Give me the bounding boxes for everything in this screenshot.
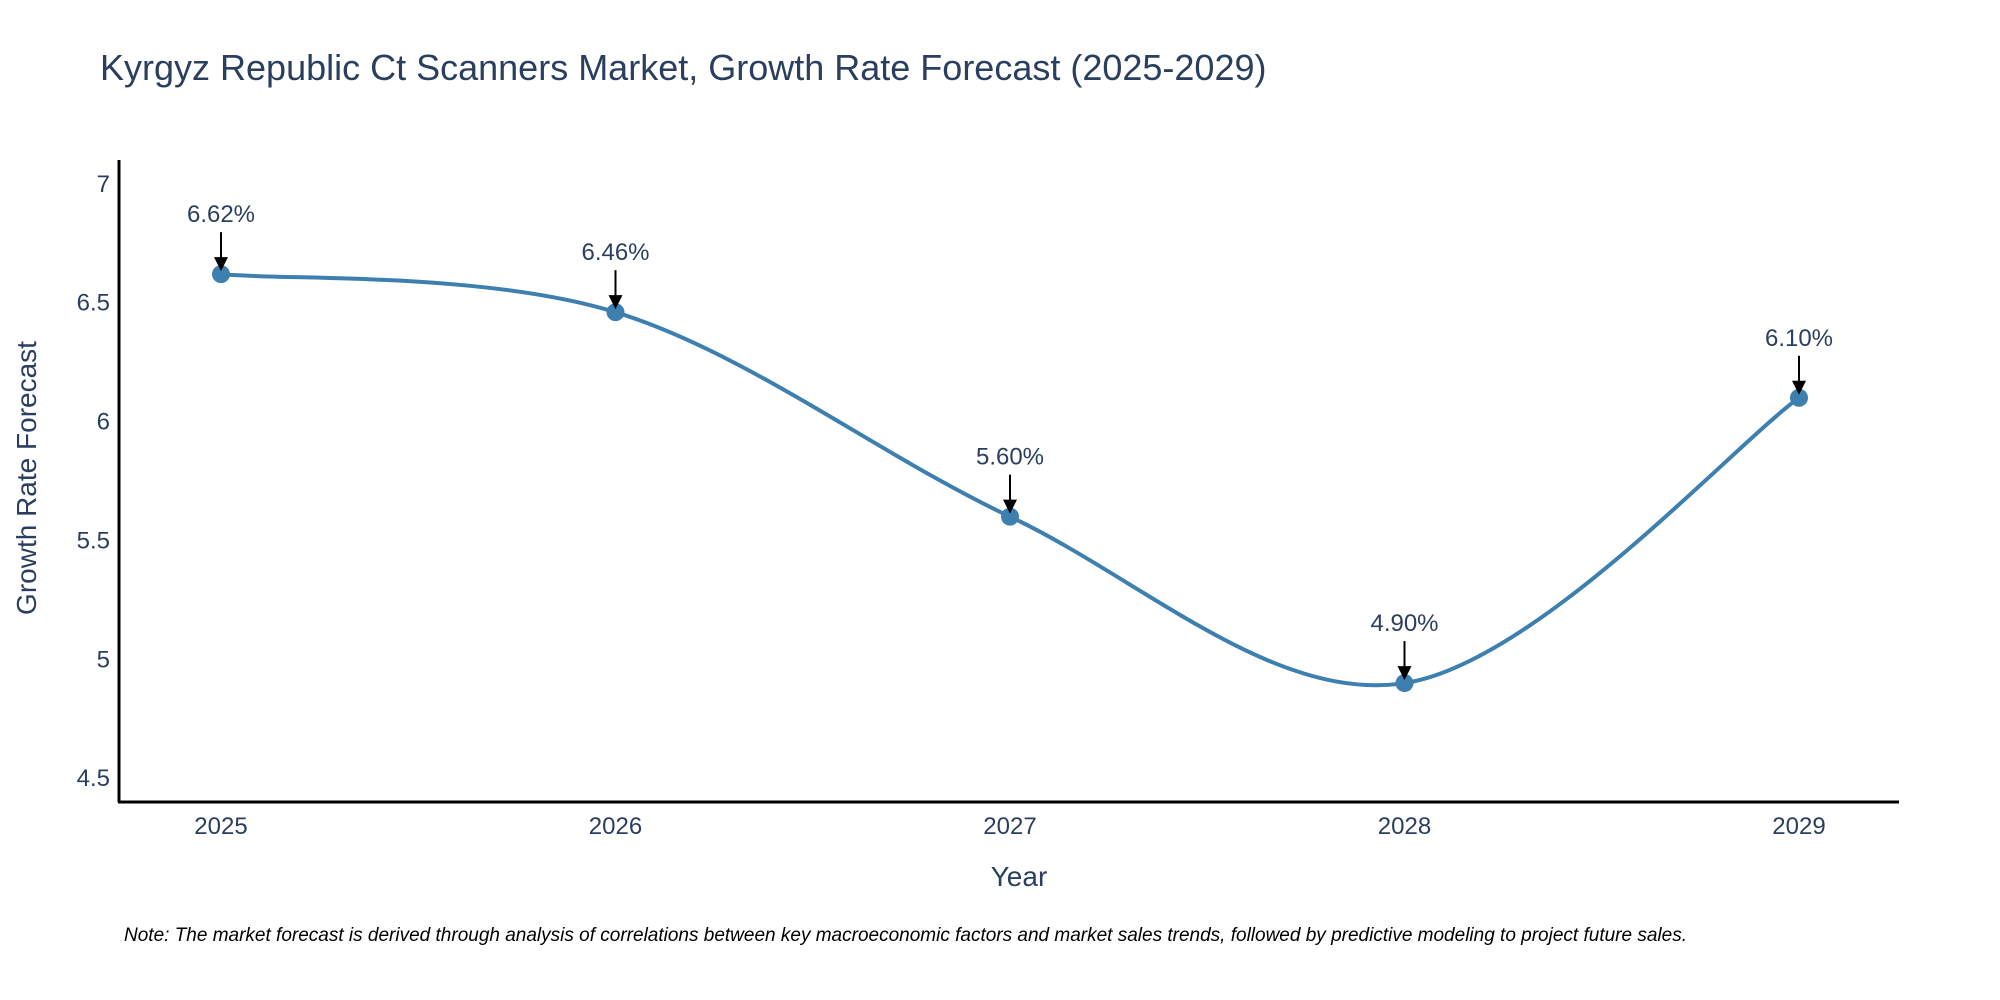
- y-tick-label: 7: [97, 171, 110, 198]
- x-axis-ticks: 2025 2026 2027 2028 2029: [194, 813, 1825, 840]
- data-point-marker: [1001, 507, 1019, 526]
- x-tick-label: 2029: [1772, 813, 1825, 840]
- y-axis-ticks: 4.5 5 5.5 6 6.5 7: [77, 171, 110, 792]
- x-tick-label: 2026: [589, 813, 642, 840]
- y-tick-label: 5.5: [77, 527, 110, 554]
- annotation-arrow-head: [214, 257, 228, 272]
- data-label: 6.62%: [187, 201, 255, 228]
- data-label: 4.90%: [1370, 610, 1438, 637]
- annotation-arrow-head: [1397, 666, 1412, 681]
- data-point-marker: [1395, 674, 1414, 693]
- data-label: 6.10%: [1765, 325, 1833, 352]
- annotation-arrow-head: [608, 295, 623, 310]
- y-tick-label: 6.5: [77, 290, 110, 317]
- chart-title: Kyrgyz Republic Ct Scanners Market, Grow…: [100, 47, 1266, 88]
- data-point-marker: [212, 265, 230, 284]
- x-tick-label: 2027: [983, 813, 1036, 840]
- y-tick-label: 5: [97, 646, 110, 673]
- data-label: 5.60%: [976, 444, 1044, 471]
- data-marks: 6.62% 6.46% 5.60% 4.90% 6.10%: [187, 201, 1833, 693]
- annotation-arrow-head: [1003, 499, 1017, 514]
- annotation-arrow-head: [1792, 380, 1806, 395]
- x-tick-label: 2028: [1378, 813, 1431, 840]
- data-label: 6.46%: [581, 239, 649, 266]
- data-point-marker: [606, 303, 625, 322]
- x-axis-title: Year: [991, 861, 1048, 892]
- x-tick-label: 2025: [194, 813, 247, 840]
- y-tick-label: 6: [97, 409, 110, 436]
- y-axis-title: Growth Rate Forecast: [11, 341, 42, 615]
- data-point-marker: [1790, 388, 1808, 407]
- y-tick-label: 4.5: [77, 765, 110, 792]
- footnote: Note: The market forecast is derived thr…: [124, 925, 1687, 946]
